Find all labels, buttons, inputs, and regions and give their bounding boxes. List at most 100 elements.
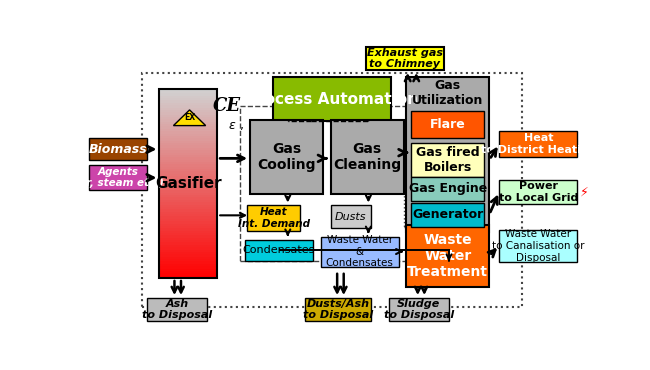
Bar [159,193,217,196]
Bar [159,183,217,186]
Bar [331,205,371,228]
Bar [159,148,217,151]
Bar [159,167,217,170]
Text: EX: EX [184,113,195,122]
Bar [159,131,217,134]
Bar [159,191,217,194]
Bar [245,239,313,261]
Bar [159,96,217,98]
Bar [159,155,217,158]
Bar [159,231,217,233]
Text: Exhaust gas
to Chimney: Exhaust gas to Chimney [367,48,443,70]
Bar [406,225,489,286]
Bar [159,100,217,103]
Bar [159,120,217,122]
Bar [159,269,217,272]
Text: CE: CE [213,97,241,115]
Bar [159,254,217,257]
Text: Power
to Local Grid: Power to Local Grid [499,181,578,203]
Bar [159,103,217,106]
Bar [159,127,217,130]
Bar [159,228,217,231]
Bar [159,152,217,155]
Text: Biomass: Biomass [88,142,147,156]
Bar [159,216,217,219]
Bar [411,177,484,201]
Text: Process Automation: Process Automation [246,92,418,107]
Text: Gas
Utilization: Gas Utilization [412,78,484,107]
Bar [159,88,217,91]
Bar [499,131,577,157]
Bar [159,200,217,203]
Bar [159,219,217,222]
Bar [159,238,217,241]
Bar [159,171,217,174]
Bar [240,106,419,261]
Bar [159,112,217,115]
Text: Sludge
to Disposal: Sludge to Disposal [384,299,454,320]
Bar [499,180,577,204]
Bar [159,273,217,276]
Bar [331,120,404,194]
Text: Generator: Generator [412,208,484,221]
Bar [159,235,217,238]
Text: Heat
Int. Demand: Heat Int. Demand [238,208,310,229]
Bar [159,98,217,101]
Bar [159,266,217,269]
Bar [159,174,217,177]
Bar [499,229,577,262]
Text: Waste Water
to Canalisation or
Disposal: Waste Water to Canalisation or Disposal [492,229,584,263]
Bar [159,186,217,189]
Bar [159,162,217,165]
Bar [248,205,300,231]
Bar [159,262,217,265]
Text: Flare: Flare [430,118,465,131]
Bar [306,298,371,321]
Bar [159,212,217,215]
Bar [411,111,484,138]
Bar [320,237,398,267]
Bar [159,276,217,279]
Bar [406,77,489,232]
Text: ⚡: ⚡ [580,185,589,198]
Text: Agents
(air, steam etc.): Agents (air, steam etc.) [72,167,164,188]
Bar [159,129,217,132]
Bar [159,259,217,262]
Text: Dusts/Ash
to Disposal: Dusts/Ash to Disposal [303,299,373,320]
Bar [159,223,217,226]
Bar [159,117,217,120]
Text: Gas
Cooling: Gas Cooling [257,142,316,172]
Text: Dusts: Dusts [335,212,367,222]
Bar [159,150,217,153]
Bar [159,179,217,182]
Bar [159,110,217,113]
Bar [159,143,217,146]
Bar [159,108,217,110]
Bar [159,141,217,144]
Text: Gasifier: Gasifier [155,176,222,191]
Bar [147,298,207,321]
Bar [250,120,323,194]
Bar [159,195,217,198]
Text: Gas Engine: Gas Engine [409,182,487,195]
Text: ,: , [240,119,244,132]
Bar [159,271,217,274]
Bar [159,209,217,212]
Bar [159,188,217,191]
Text: Waste
Water
Treatment: Waste Water Treatment [408,233,488,279]
Bar [159,136,217,139]
Bar [159,226,217,229]
Bar [159,181,217,184]
Bar [159,164,217,167]
Bar [159,145,217,148]
Bar [273,77,391,121]
Bar [159,242,217,245]
Text: Gas
Cleaning: Gas Cleaning [333,142,401,172]
Text: Heat
to District Heating: Heat to District Heating [480,133,596,155]
Bar [159,91,217,94]
Bar [142,73,522,306]
Bar [159,245,217,248]
Bar [159,221,217,224]
Bar [89,138,147,160]
Bar [411,202,484,227]
